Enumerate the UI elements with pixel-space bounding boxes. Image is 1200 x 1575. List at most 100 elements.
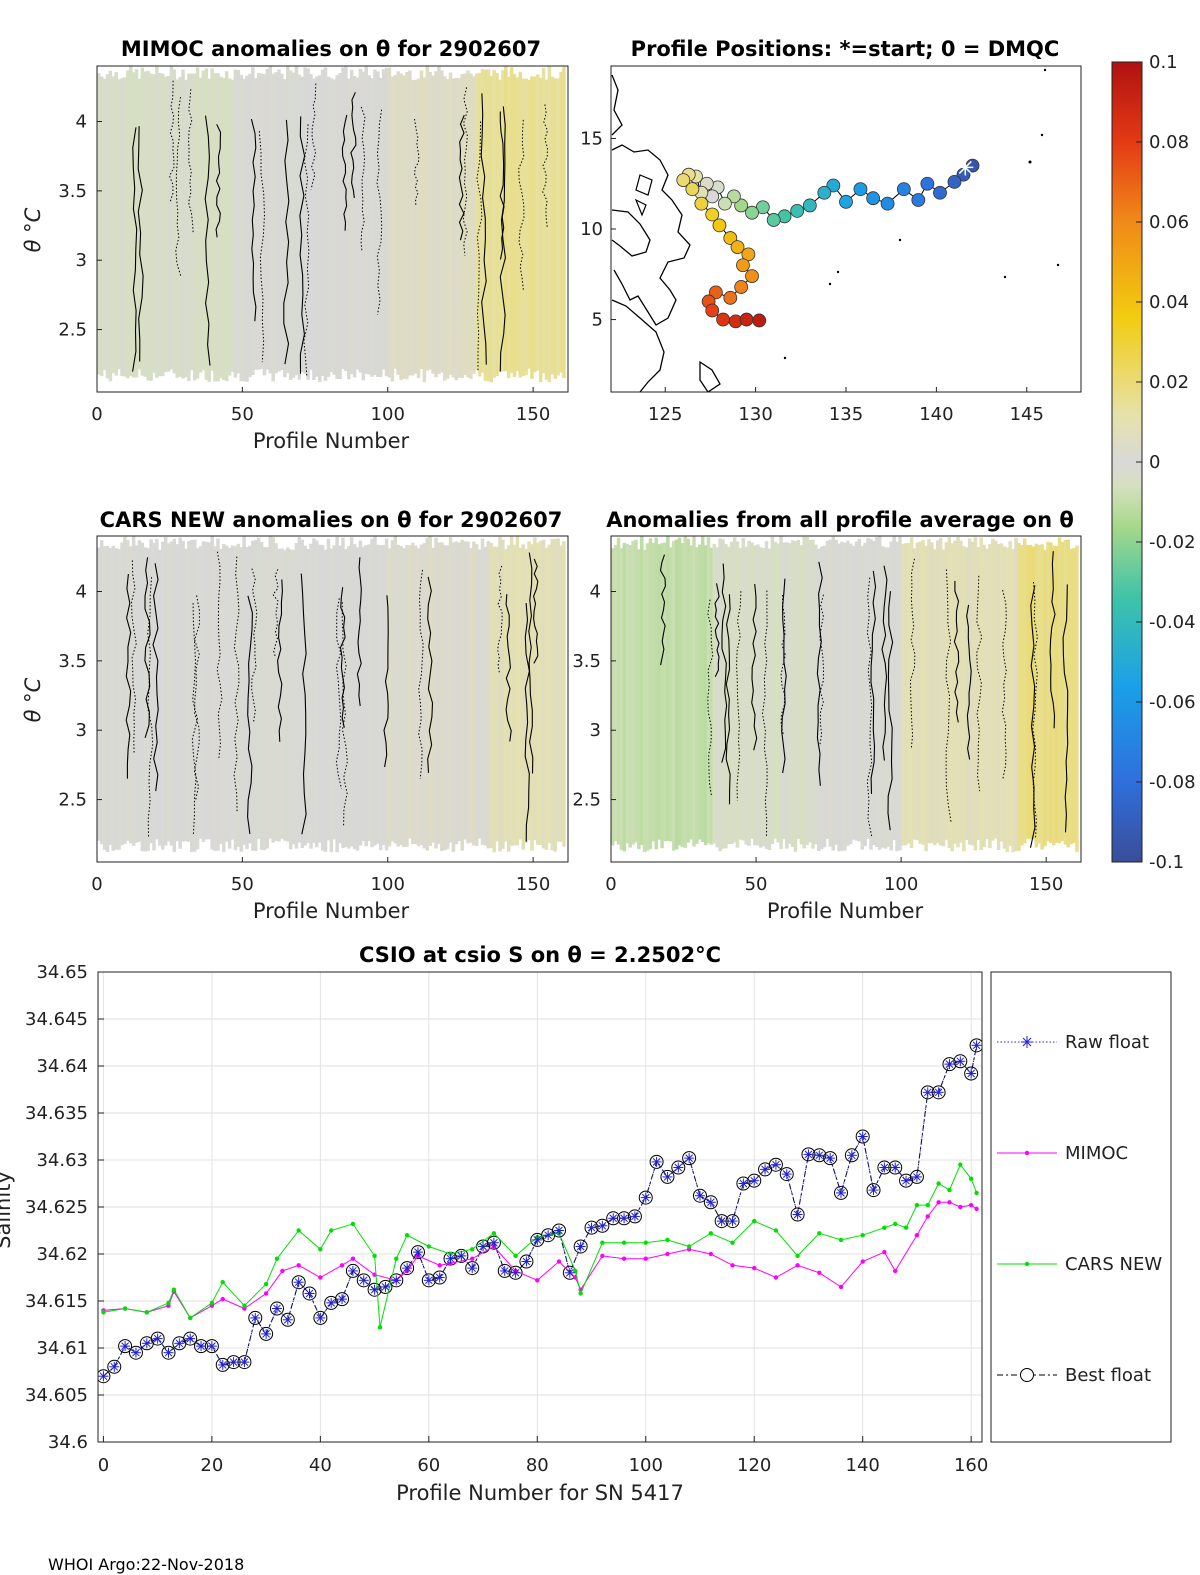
star-stroke	[208, 1342, 216, 1350]
heatmap-cell	[442, 545, 447, 851]
heatmap-cell	[227, 78, 232, 376]
data-point	[412, 1247, 423, 1258]
heatmap-cell	[248, 73, 252, 378]
csio-grid	[98, 971, 982, 1443]
heatmap-cell	[242, 78, 246, 382]
heatmap-cell	[724, 543, 728, 849]
data-point	[250, 1312, 261, 1323]
heatmap-cell	[300, 539, 305, 849]
star-stroke	[294, 1278, 303, 1287]
data-point	[966, 1068, 977, 1079]
heatmap-cell	[1051, 545, 1056, 846]
heatmap-cell	[758, 547, 763, 848]
data-point	[101, 1310, 106, 1315]
heatmap-cell	[131, 536, 136, 846]
profile-position-point	[920, 176, 935, 191]
heatmap-cell	[782, 542, 786, 840]
heatmap-cell	[108, 547, 113, 846]
heatmap-cell	[764, 541, 769, 849]
heatmap-cell	[341, 67, 345, 370]
data-point	[716, 1216, 727, 1227]
heatmap-cell	[921, 539, 925, 845]
contour-line	[866, 577, 873, 837]
heatmap-cell	[294, 66, 299, 376]
heatmap-cell	[538, 540, 543, 845]
heatmap-cell	[105, 545, 110, 853]
heatmap-cell	[698, 544, 702, 840]
heatmap-cell	[556, 538, 560, 842]
legend-label: Raw float	[1065, 1032, 1149, 1053]
legend-item: MIMOC	[997, 1143, 1128, 1164]
heatmap-cell	[536, 542, 540, 845]
profile-position-point	[933, 185, 947, 200]
heatmap-cell	[521, 78, 525, 377]
data-point	[597, 1220, 608, 1231]
heatmap-cell	[190, 539, 194, 853]
star-stroke	[359, 1276, 368, 1285]
heatmap-cell	[268, 536, 273, 839]
heatmap-cell	[445, 545, 450, 850]
data-point	[814, 1150, 825, 1161]
y-tick-label: 5	[592, 310, 603, 331]
heatmap-cell	[376, 71, 380, 377]
cars-heatmap	[97, 536, 566, 853]
data-point	[141, 1338, 152, 1349]
heatmap-cell	[207, 542, 211, 840]
data-point	[456, 1250, 467, 1261]
data-point	[377, 1325, 383, 1330]
heatmap-cell	[381, 69, 386, 370]
star-stroke	[761, 1165, 769, 1174]
star-stroke	[576, 1242, 585, 1251]
heatmap-cell	[530, 544, 534, 851]
colorbar-tick-label: -0.1	[1149, 852, 1184, 873]
data-point	[974, 1190, 979, 1196]
heatmap-cell	[663, 542, 667, 842]
profile-position-point	[752, 313, 767, 328]
heatmap-cell	[469, 73, 473, 379]
heatmap-cell	[306, 68, 310, 380]
heatmap-cell	[906, 542, 911, 844]
star-stroke	[446, 1254, 455, 1263]
heatmap-cell	[506, 545, 511, 852]
heatmap-cell	[709, 547, 714, 845]
contour-line	[499, 106, 506, 372]
heatmap-cell	[172, 69, 177, 374]
contour-line	[458, 114, 465, 241]
profile-position-point	[717, 196, 732, 211]
data-point	[643, 1240, 648, 1245]
heatmap-cell	[1020, 545, 1024, 846]
star-stroke	[544, 1231, 552, 1240]
data-point	[575, 1241, 586, 1252]
heatmap-cell	[480, 69, 485, 373]
heatmap-cell	[291, 72, 296, 378]
colorbar: 0.1 0.08 0.06 0.04 0.02 0 -0.02 -0.04 -0.06 -0.08…	[1111, 52, 1196, 873]
star-stroke	[251, 1314, 260, 1322]
profile-position-point	[705, 303, 720, 318]
heatmap-cell	[381, 544, 386, 846]
heatmap-cell	[628, 545, 632, 848]
data-point	[535, 1278, 540, 1283]
heatmap-cell	[518, 71, 523, 378]
heatmap-cell	[355, 547, 360, 851]
heatmap-cell	[1008, 541, 1012, 846]
heatmap-cell	[718, 538, 722, 852]
heatmap-cell	[472, 541, 476, 846]
heatmap-cell	[944, 542, 949, 840]
data-point	[955, 1056, 966, 1067]
data-point	[402, 1263, 413, 1274]
series-line	[103, 1201, 977, 1319]
heatmap-cell	[402, 75, 406, 379]
data-point	[795, 1253, 800, 1259]
heatmap-cell	[329, 548, 334, 853]
heatmap-cell	[288, 549, 293, 850]
heatmap-cell	[550, 76, 555, 375]
heatmap-cell	[396, 544, 400, 847]
avg-axes-frame	[610, 535, 1082, 863]
data-point	[220, 1280, 225, 1285]
y-tick-label: 3.5	[58, 181, 87, 202]
heatmap-cell	[962, 546, 966, 852]
heatmap-cell	[837, 543, 841, 852]
heatmap-cell	[460, 74, 464, 378]
heatmap-cell	[930, 542, 934, 844]
data-point	[600, 1240, 605, 1245]
